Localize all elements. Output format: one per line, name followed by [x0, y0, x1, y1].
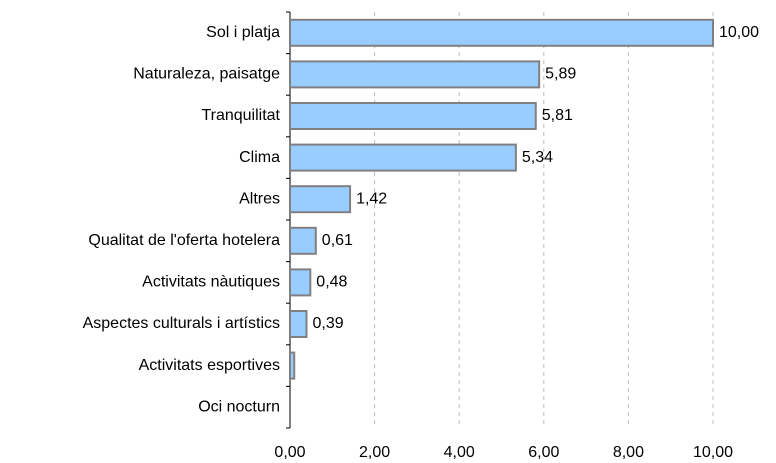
y-tick-label: Clima: [239, 149, 280, 166]
value-label: 10,00: [719, 24, 759, 41]
value-label: 0,39: [312, 315, 343, 332]
y-tick-label: Sol i platja: [206, 24, 280, 41]
value-label: 5,34: [522, 149, 553, 166]
y-tick-label: Aspectes culturals i artístics: [83, 315, 280, 332]
value-label: 0,48: [316, 274, 347, 291]
value-label: 0,61: [322, 232, 353, 249]
bar: [289, 102, 537, 130]
bar: [289, 226, 317, 255]
x-tick-label: 0,00: [274, 444, 305, 461]
value-label: 5,81: [542, 107, 573, 124]
x-tick-label: 4,00: [444, 444, 475, 461]
y-tick-label: Naturaleza, paisatge: [133, 66, 280, 83]
x-tick-label: 10,00: [693, 444, 733, 461]
y-tick-label: Activitats nàutiques: [142, 274, 280, 291]
value-label: 5,89: [545, 66, 576, 83]
value-label: 1,42: [356, 190, 387, 207]
x-tick-label: 8,00: [613, 444, 644, 461]
bar: [289, 351, 296, 380]
x-tick-label: 6,00: [528, 444, 559, 461]
bar: [289, 143, 517, 172]
bar: [289, 185, 352, 214]
y-tick-label: Qualitat de l'oferta hotelera: [88, 232, 280, 249]
y-tick-label: Activitats esportives: [139, 357, 280, 374]
y-tick-label: Tranquilitat: [201, 107, 280, 124]
bar: [289, 268, 312, 297]
x-tick-label: 2,00: [359, 444, 390, 461]
bar: [289, 310, 308, 338]
y-tick-label: Oci nocturn: [198, 398, 280, 415]
bar: [289, 18, 714, 47]
y-tick-label: Altres: [239, 190, 280, 207]
bar: [289, 60, 541, 89]
